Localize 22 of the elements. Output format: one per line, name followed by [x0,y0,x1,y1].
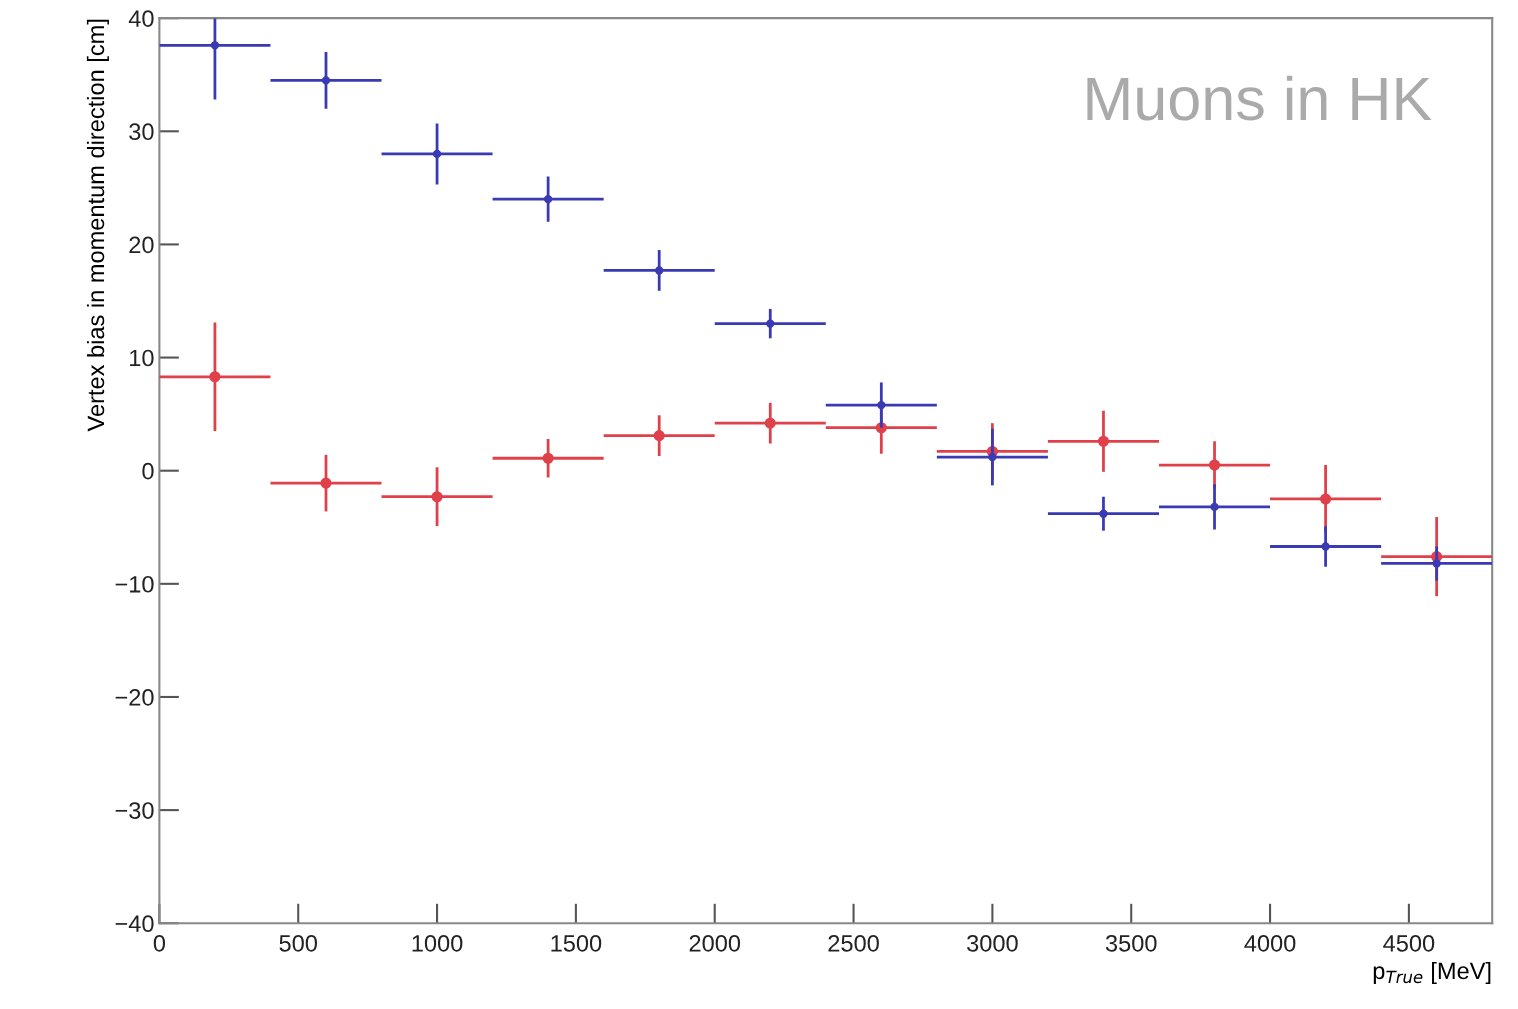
y-tick-label: 20 [129,236,154,254]
y-tick-label: 40 [128,10,154,27]
y-tick-label: −40 [115,915,154,933]
x-tick-label: 500 [279,934,317,952]
x-tick-label: 2500 [828,934,879,952]
x-tick-label: 0 [153,934,166,952]
y-tick-label: −30 [115,802,154,819]
y-tick-label: 10 [130,349,154,367]
y-tick-label: −20 [115,689,154,706]
y-tick-label: 0 [142,462,154,480]
x-tick-label: 2000 [689,934,741,952]
y-tick-label: −10 [115,575,154,593]
x-tick-label: 1500 [551,934,602,952]
x-axis-title: p$_{True}$ [MeV] [1373,961,1491,984]
x-tick-label: 4000 [1244,934,1296,952]
annotation: Muons in HK [1087,75,1432,121]
y-tick-label: 30 [129,123,154,141]
x-tick-label: 4500 [1383,934,1435,952]
x-tick-label: 3500 [1105,934,1157,952]
x-tick-label: 3000 [967,934,1018,952]
y-axis-title: Vertex bias in momentum direction [cm] [86,19,109,432]
x-tick-label: 1000 [412,934,463,952]
